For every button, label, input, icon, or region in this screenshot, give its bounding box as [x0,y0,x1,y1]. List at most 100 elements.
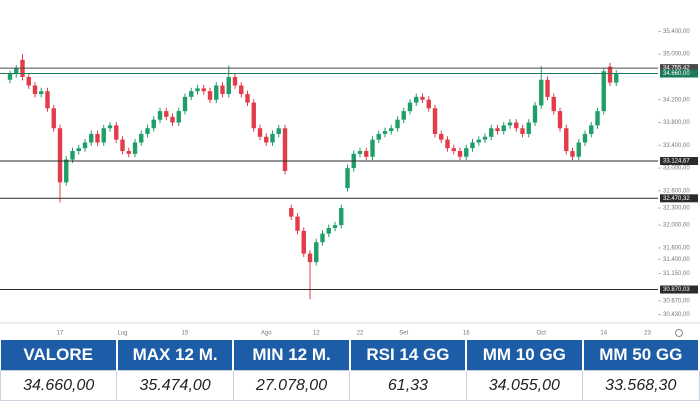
candle-body [545,79,550,97]
candle-body [89,133,94,143]
candle-body [401,111,406,120]
candle-body [489,128,494,137]
candle-body [226,76,231,95]
candle-body [532,105,538,123]
level-label: 30.870,03 [663,287,690,293]
candle-body [482,136,488,140]
candle-body [232,76,238,86]
header-cell: MM 10 GG [466,340,584,371]
candle-body [201,88,206,92]
candle-body [276,128,281,134]
candle-body [451,148,456,152]
x-tick-label: Set [399,331,408,337]
y-tick-label: 34.200,00 [663,97,690,103]
level-label: 34.755,42 [663,66,690,72]
candle-body [357,151,363,154]
y-tick-label: 35.000,00 [663,52,690,58]
header-cell: RSI 14 GG [349,340,468,371]
x-tick-label: Lug [117,331,127,337]
candle-body [414,96,419,103]
candle-body [476,139,481,143]
candle-body [576,142,581,157]
settings-icon[interactable] [675,329,683,337]
y-tick-label: 32.600,00 [663,188,690,194]
y-tick-label: 33.000,00 [663,166,690,172]
candle-body [170,116,175,123]
candle-body [314,242,319,263]
candle-body [407,102,413,112]
candle-body [151,119,156,129]
candle-body [601,71,606,112]
candle-body [470,142,475,149]
x-tick-label: 14 [600,331,607,337]
candle-body [101,128,106,143]
candle-body [564,128,569,152]
candle-body [614,73,619,83]
x-tick-label: 17 [57,331,64,337]
table-row: 34.660,00 35.474,00 27.078,00 61,33 34.055,0… [0,370,700,401]
candle-body [176,111,181,123]
candle-body [282,128,288,171]
value-cell: 33.568,30 [582,370,700,401]
candle-body [32,85,38,95]
candle-body [526,122,531,134]
header-cell: MM 50 GG [582,340,700,371]
candle-body [139,133,144,143]
candle-body [495,128,500,132]
candle-body [114,125,119,140]
stats-table: VALORE MAX 12 M. MIN 12 M. RSI 14 GG MM 10 G… [0,340,700,401]
candle-body [14,68,19,75]
x-tick-label: Ago [261,331,272,337]
candle-body [395,119,400,129]
candle-body [320,233,325,243]
value-cell: 35.474,00 [116,370,234,401]
candle-body [145,128,150,134]
x-tick-label: 23 [644,331,651,337]
level-label-box [660,64,698,73]
candle-body [257,128,263,137]
x-tick-label: Oct [537,331,547,337]
level-label-box [660,194,698,203]
candle-body [264,136,269,143]
candle-body [220,85,225,95]
candle-body [295,216,300,231]
candle-body [370,139,375,157]
candle-body [557,111,563,129]
candle-body [157,111,163,120]
y-tick-label: 31.150,00 [663,271,690,277]
level-label: 32.470,32 [663,196,690,202]
table-body: 34.660,00 35.474,00 27.078,00 61,33 34.055,0… [0,370,700,401]
value-cell: 27.078,00 [232,370,351,401]
header-cell: MIN 12 M. [233,340,351,371]
level-label-box [660,69,698,78]
candle-body [289,208,294,217]
candle-body [582,133,588,143]
candle-body [501,125,506,132]
candle-body [26,76,31,86]
y-tick-label: 31.600,00 [663,245,690,251]
candle-body [426,99,431,109]
candle-body [207,91,213,100]
y-tick-label: 30.670,00 [663,298,690,304]
candle-body [39,91,44,95]
candle-body [301,230,306,254]
chart: 35.400,00 35.000,00 34.200,00 33.800,00 33.4… [0,29,700,337]
candle-body [64,159,69,183]
candle-body [514,122,519,129]
candle-body [132,142,138,154]
candle-body [326,227,331,234]
candle-body [332,225,338,228]
header-cell: VALORE [0,340,118,371]
candle-body [570,151,575,157]
x-tick-label: 12 [313,331,320,337]
y-tick-label: 30.430,00 [663,312,690,318]
candle-body [164,111,169,117]
value-cell: 34.660,00 [0,370,118,401]
candle-body [607,66,613,83]
candle-body [245,94,250,103]
candle-body [339,208,344,226]
y-tick-label: 33.400,00 [663,143,690,149]
candle-body [445,139,450,149]
candle-body [189,91,194,97]
